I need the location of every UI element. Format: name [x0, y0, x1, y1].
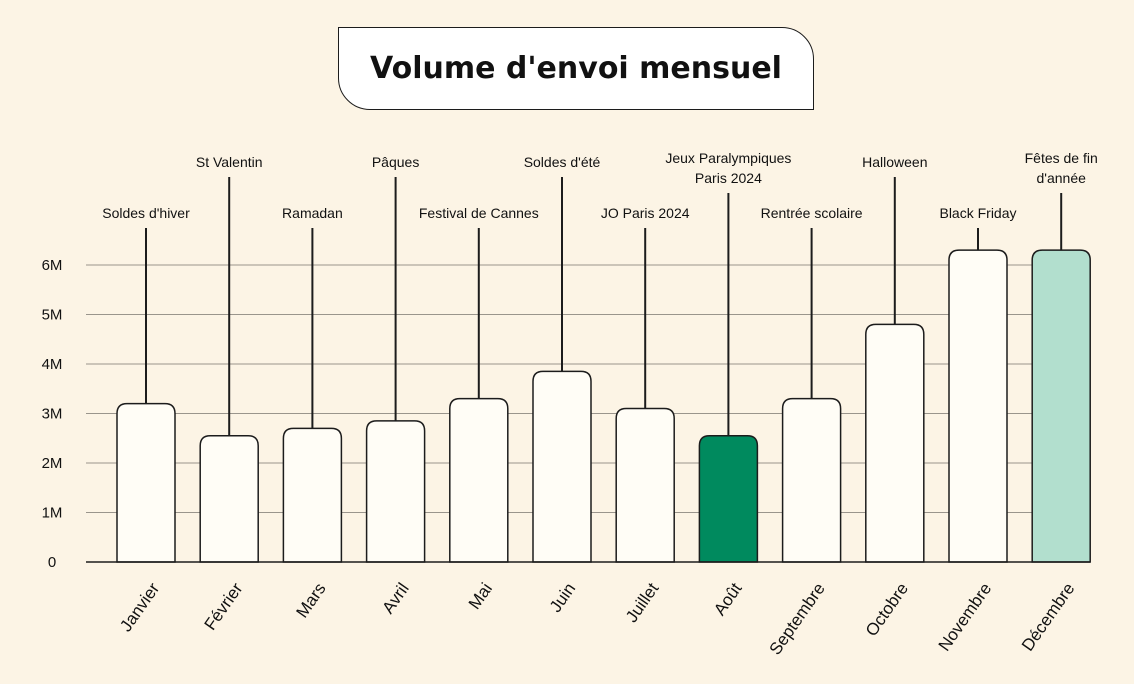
annotation-label: Black Friday — [939, 205, 1016, 221]
annotation-label: JO Paris 2024 — [601, 205, 690, 221]
annotation-label: Paris 2024 — [695, 170, 762, 186]
x-tick-label: Décembre — [1018, 579, 1079, 654]
y-tick-label: 0 — [48, 554, 56, 571]
x-tick-label: Mai — [465, 579, 496, 612]
bar — [1031, 249, 1091, 563]
y-tick-label: 2M — [42, 455, 63, 472]
x-tick-label: Novembre — [935, 579, 996, 654]
annotation-label: Jeux Paralympiques — [665, 150, 791, 166]
y-tick-label: 6M — [42, 257, 63, 274]
y-tick-label: 1M — [42, 505, 63, 522]
annotation-label: Rentrée scolaire — [761, 205, 863, 221]
annotation-label: Soldes d'hiver — [102, 205, 190, 221]
bar — [865, 323, 925, 563]
annotation-label: Festival de Cannes — [419, 205, 539, 221]
y-tick-label: 5M — [42, 307, 63, 324]
bar — [532, 370, 592, 563]
x-tick-label: Août — [710, 579, 746, 619]
bar — [698, 435, 759, 563]
x-tick-label: Juillet — [622, 579, 663, 626]
bar — [615, 407, 675, 563]
bar — [948, 249, 1008, 563]
x-tick-label: Mars — [292, 579, 329, 621]
annotation-label: Fêtes de fin — [1025, 150, 1098, 166]
bar — [199, 435, 259, 563]
bar — [282, 427, 343, 563]
annotation-label: Ramadan — [282, 205, 343, 221]
x-tick-label: Septembre — [766, 579, 829, 658]
y-tick-label: 4M — [42, 356, 63, 373]
x-tick-label: Avril — [379, 579, 413, 617]
bar — [781, 397, 842, 563]
bar — [116, 402, 176, 563]
annotation-label: Halloween — [862, 154, 927, 170]
annotation-label: Pâques — [372, 154, 419, 170]
bar — [365, 420, 426, 563]
x-tick-label: Février — [201, 579, 247, 634]
annotation-label: Soldes d'été — [524, 154, 601, 170]
bar — [449, 397, 509, 563]
chart-title-box: Volume d'envoi mensuel — [338, 27, 814, 110]
annotation-label: St Valentin — [196, 154, 263, 170]
chart-title: Volume d'envoi mensuel — [370, 51, 782, 86]
annotation-label: d'année — [1037, 170, 1087, 186]
x-tick-label: Octobre — [862, 579, 912, 639]
x-tick-label: Juin — [546, 579, 579, 615]
x-tick-label: Janvier — [116, 579, 163, 635]
y-tick-label: 3M — [42, 406, 63, 423]
